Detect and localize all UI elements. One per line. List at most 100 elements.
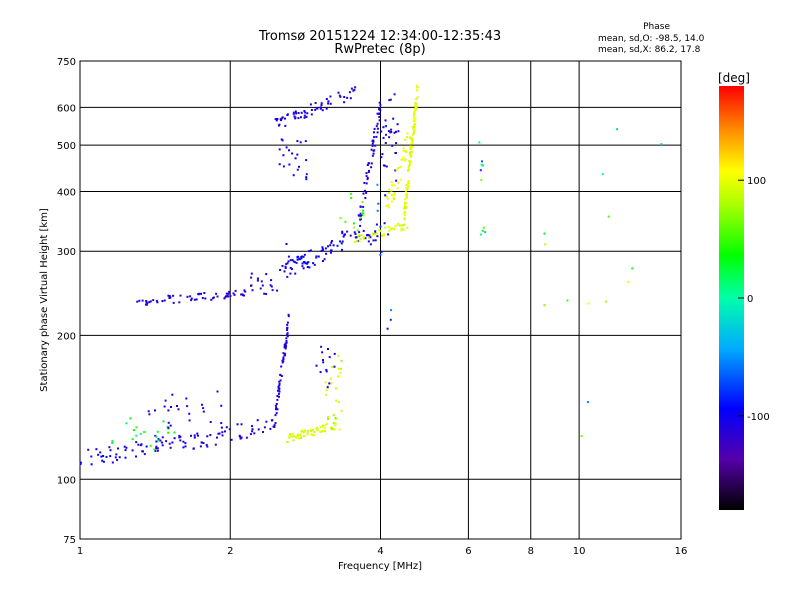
data-point <box>296 140 299 142</box>
data-point <box>269 427 272 430</box>
data-point <box>343 234 346 237</box>
data-point <box>388 229 391 232</box>
data-point <box>99 451 102 454</box>
data-point <box>330 382 333 385</box>
data-point <box>167 431 170 434</box>
data-point <box>384 119 387 122</box>
data-point <box>303 110 306 112</box>
data-point <box>274 414 277 417</box>
data-point <box>301 262 304 265</box>
data-point <box>278 390 281 393</box>
x-tick-label: 1 <box>77 546 83 557</box>
data-point <box>382 126 385 129</box>
data-point <box>346 96 349 99</box>
data-point <box>359 218 362 220</box>
data-point <box>397 181 400 184</box>
data-point <box>159 439 162 442</box>
data-point <box>413 130 415 133</box>
data-point <box>279 373 282 376</box>
data-point <box>409 154 412 157</box>
data-point <box>329 102 332 105</box>
data-point <box>278 382 281 385</box>
x-tick-label: 6 <box>465 546 471 557</box>
data-point <box>274 118 277 121</box>
data-point <box>413 110 416 113</box>
data-point <box>284 117 286 120</box>
data-point <box>401 224 404 226</box>
data-point <box>396 123 399 126</box>
data-point <box>325 393 328 396</box>
data-point <box>397 222 400 225</box>
data-point <box>156 301 159 304</box>
data-point <box>302 255 305 258</box>
data-point <box>580 435 583 438</box>
data-point <box>115 453 118 456</box>
data-point <box>325 389 328 392</box>
data-point <box>301 429 304 432</box>
data-point <box>370 166 373 169</box>
data-point <box>391 227 394 230</box>
data-point <box>319 106 322 109</box>
data-point <box>170 406 172 408</box>
data-point <box>340 367 342 370</box>
data-point <box>179 439 182 442</box>
data-point <box>283 270 286 273</box>
data-point <box>192 447 195 450</box>
data-point <box>376 112 379 115</box>
data-point <box>387 225 390 228</box>
data-point <box>329 249 332 252</box>
data-point <box>368 162 371 165</box>
data-point <box>285 345 287 348</box>
x-axis: 1 2 4 6 8 10 16 <box>77 546 688 557</box>
data-point <box>232 292 235 295</box>
data-point <box>616 128 619 131</box>
x-tick-label: 4 <box>377 546 383 557</box>
data-point <box>395 179 398 182</box>
data-point <box>135 426 138 429</box>
data-point <box>161 444 164 447</box>
data-point <box>390 194 393 197</box>
data-point <box>372 139 375 142</box>
data-point <box>367 171 370 174</box>
data-point <box>323 258 326 261</box>
data-point <box>358 231 361 234</box>
data-point <box>245 436 248 439</box>
data-point <box>586 401 589 403</box>
data-point <box>292 439 295 442</box>
data-point <box>225 426 228 429</box>
data-point <box>395 152 397 154</box>
y-tick-label: 600 <box>57 103 76 114</box>
data-point <box>400 158 403 161</box>
data-point <box>223 297 226 300</box>
data-point <box>357 240 360 243</box>
data-point <box>371 142 374 145</box>
data-point <box>374 230 377 233</box>
data-point <box>409 151 412 154</box>
data-point <box>168 442 171 445</box>
data-point <box>189 295 192 298</box>
data-point <box>143 453 146 456</box>
data-point <box>315 427 318 430</box>
data-point <box>409 156 412 158</box>
data-point <box>392 117 395 120</box>
data-point <box>239 437 242 440</box>
data-point <box>101 459 104 462</box>
data-point <box>325 107 328 110</box>
data-point <box>303 253 306 256</box>
data-point <box>482 226 485 229</box>
data-point <box>286 333 289 336</box>
data-point <box>362 214 365 217</box>
data-point <box>225 292 228 295</box>
data-point <box>366 176 369 179</box>
data-point <box>397 130 400 133</box>
data-point <box>660 143 663 146</box>
data-point <box>627 281 629 283</box>
data-point <box>330 251 332 254</box>
data-point <box>300 116 302 119</box>
data-point <box>402 228 405 231</box>
data-point <box>79 461 82 464</box>
data-point <box>333 428 336 431</box>
data-point <box>315 364 318 367</box>
data-point <box>374 144 377 147</box>
data-point <box>414 102 417 105</box>
